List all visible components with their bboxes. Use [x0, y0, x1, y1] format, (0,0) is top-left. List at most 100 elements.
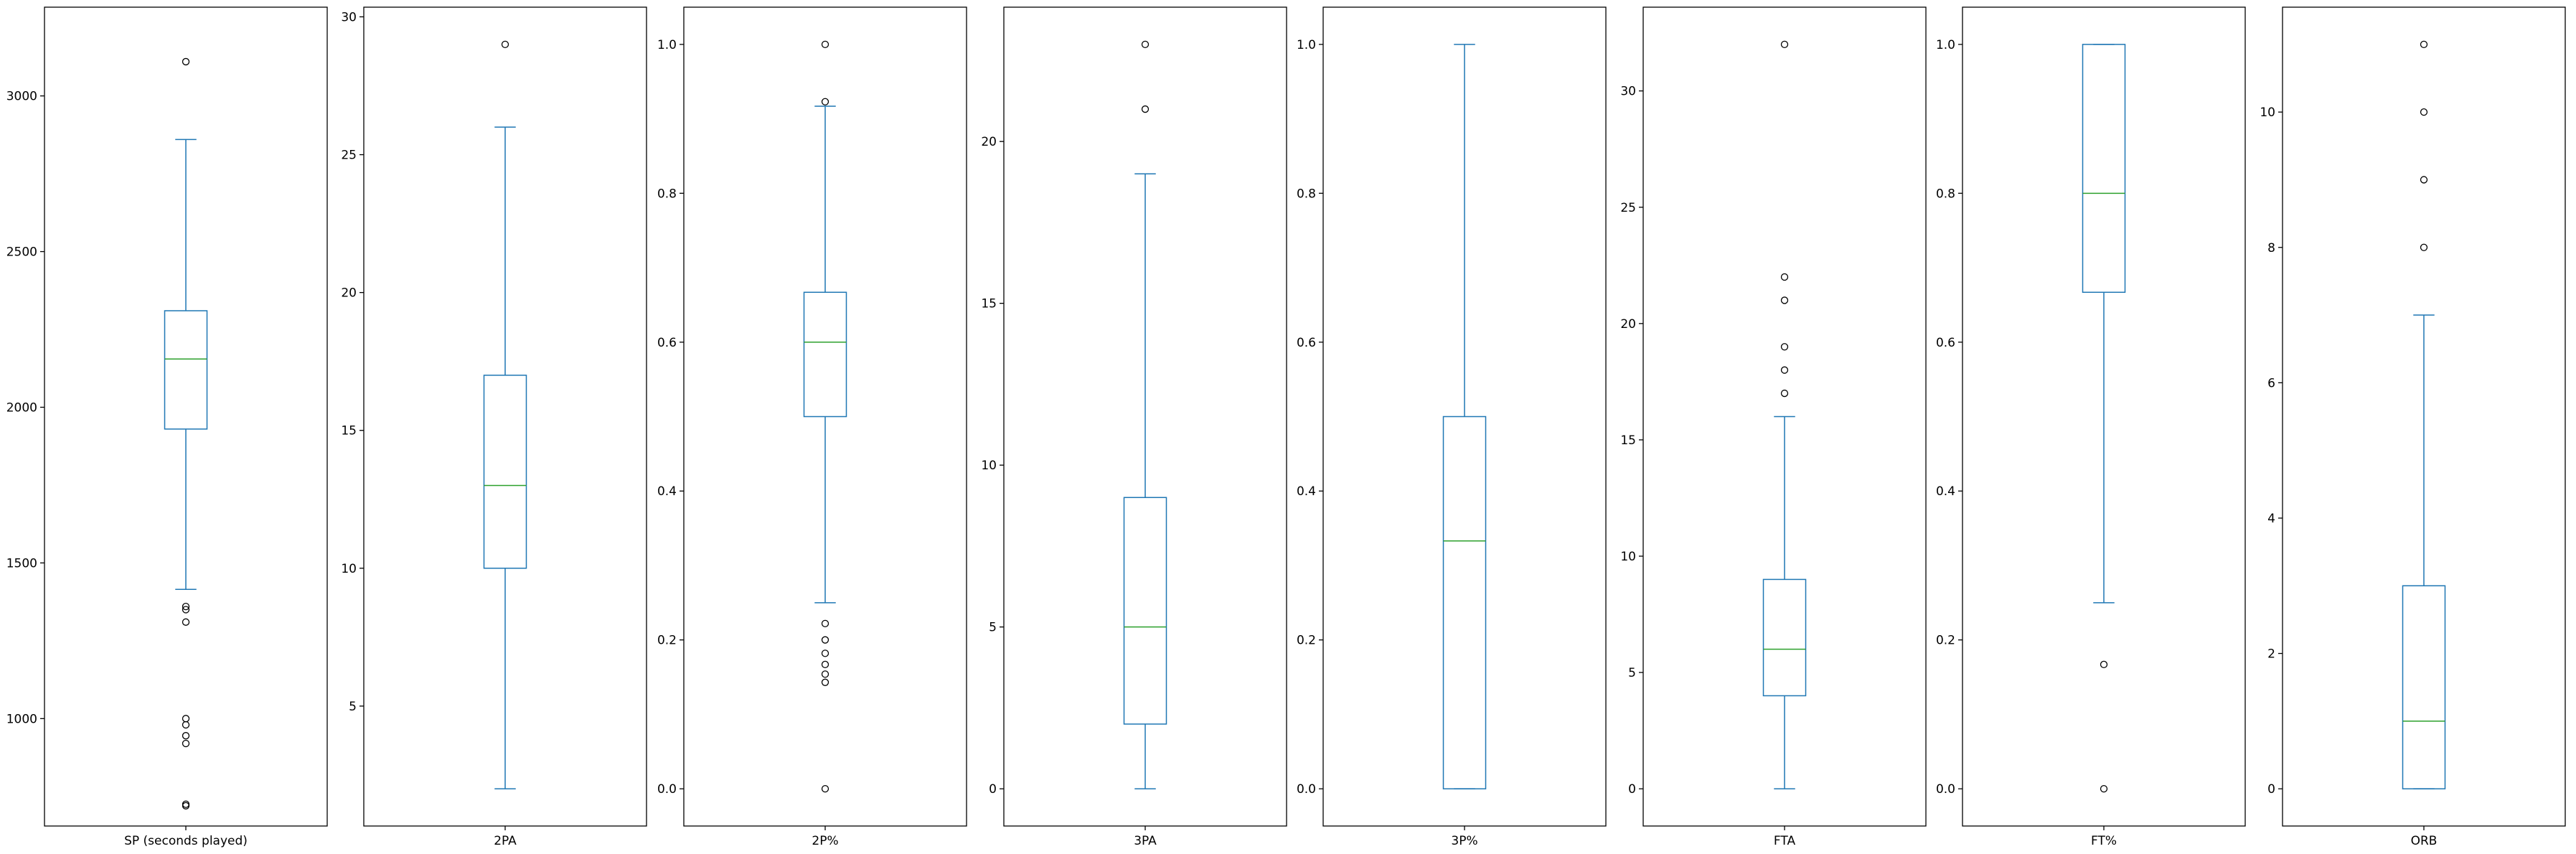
outlier-point	[182, 602, 190, 611]
outlier-point	[501, 40, 509, 49]
iqr-box	[1762, 578, 1807, 697]
iqr-box	[483, 375, 527, 569]
boxplot-panel: 0.0 0.2 0.4 0.6 0.8 1.0 3P%	[1297, 6, 1607, 848]
y-tick-label: 0.2	[1936, 634, 1955, 648]
y-tick-label: 10	[1620, 550, 1636, 564]
outlier-point	[2420, 176, 2428, 184]
outlier-point	[1141, 40, 1150, 49]
outlier-point	[821, 784, 829, 793]
x-category-label: 3PA	[1134, 834, 1157, 848]
boxplot-panel: 0 2 4 6 8 10 ORB	[2260, 6, 2566, 848]
axes-frame	[44, 6, 328, 827]
iqr-box	[164, 310, 208, 430]
outlier-point	[2100, 660, 2108, 669]
outlier-point	[182, 618, 190, 626]
y-tick-label: 8	[2267, 241, 2275, 255]
y-tick-label: 15	[981, 297, 997, 311]
outlier-point	[821, 678, 829, 686]
y-tick-label: 0.8	[657, 187, 677, 201]
boxplot-panel: 0 5 10 15 20 3PA	[981, 6, 1287, 848]
y-tick-label: 5	[1628, 666, 1636, 680]
outlier-point	[182, 715, 190, 723]
y-tick-label: 0	[1628, 782, 1636, 797]
outlier-point	[182, 732, 190, 740]
y-tick-label: 1.0	[657, 38, 677, 52]
y-tick-label: 10	[341, 562, 357, 576]
x-category-label: FTA	[1774, 834, 1796, 848]
outlier-point	[2420, 243, 2428, 251]
x-category-label: FT%	[2091, 834, 2117, 848]
boxplot-panel: 0.0 0.2 0.4 0.6 0.8 1.0 FT%	[1936, 6, 2246, 848]
iqr-box	[2402, 585, 2446, 789]
outlier-point	[821, 98, 829, 105]
outlier-point	[1141, 105, 1150, 113]
outlier-point	[182, 802, 190, 810]
y-tick-label: 0.0	[1936, 782, 1955, 797]
x-category-label: 2PA	[494, 834, 517, 848]
outlier-point	[182, 739, 190, 748]
y-tick-label: 25	[341, 149, 357, 163]
y-tick-label: 0.4	[1297, 484, 1316, 499]
outlier-point	[182, 606, 190, 614]
iqr-box	[1123, 497, 1167, 725]
boxplot-panel: 0 5 10 15 20 25 30 FTA	[1620, 6, 1927, 848]
y-tick-label: 0	[989, 782, 997, 797]
outlier-point	[821, 619, 829, 628]
y-tick-label: 0.8	[1297, 187, 1316, 201]
outlier-point	[821, 40, 829, 49]
y-tick-label: 2000	[6, 400, 37, 415]
iqr-box	[1442, 416, 1487, 789]
y-tick-label: 20	[981, 135, 997, 149]
y-tick-label: 30	[1620, 85, 1636, 99]
y-tick-label: 10	[981, 459, 997, 473]
iqr-box	[2082, 44, 2126, 294]
y-tick-label: 0.4	[657, 484, 677, 499]
y-tick-label: 0.6	[1297, 336, 1316, 350]
outlier-point	[1780, 366, 1789, 374]
y-tick-label: 0.0	[657, 782, 677, 797]
outlier-point	[182, 57, 190, 66]
y-tick-label: 2500	[6, 245, 37, 260]
iqr-box	[803, 291, 847, 418]
outlier-point	[2100, 784, 2108, 793]
y-tick-label: 1.0	[1936, 38, 1955, 52]
outlier-point	[821, 649, 829, 657]
outlier-point	[821, 636, 829, 644]
y-tick-label: 3000	[6, 90, 37, 104]
y-tick-label: 0.2	[1297, 634, 1316, 648]
y-tick-label: 10	[2260, 105, 2275, 120]
y-tick-label: 0.4	[1936, 484, 1955, 499]
y-tick-label: 2	[2267, 647, 2275, 662]
x-category-label: 3P%	[1451, 834, 1477, 848]
boxplot-panel: 0.0 0.2 0.4 0.6 0.8 1.0 2P%	[657, 6, 967, 848]
outlier-point	[1780, 389, 1789, 398]
y-tick-label: 15	[341, 424, 357, 438]
y-tick-label: 1500	[6, 556, 37, 571]
outlier-point	[1780, 273, 1789, 281]
y-tick-label: 1.0	[1297, 38, 1316, 52]
y-tick-label: 0.8	[1936, 187, 1955, 201]
y-tick-label: 1000	[6, 712, 37, 726]
y-tick-label: 6	[2267, 376, 2275, 390]
outlier-point	[1780, 40, 1789, 49]
boxplot-panel: 5 10 15 20 25 30 2PA	[341, 6, 647, 848]
y-tick-label: 0.2	[657, 634, 677, 648]
y-tick-label: 0.6	[657, 336, 677, 350]
y-tick-label: 5	[989, 621, 997, 635]
y-tick-label: 20	[1620, 317, 1636, 332]
y-tick-label: 20	[341, 286, 357, 301]
y-tick-label: 25	[1620, 201, 1636, 215]
y-tick-label: 0.0	[1297, 782, 1316, 797]
outlier-point	[182, 800, 190, 808]
outlier-point	[821, 670, 829, 678]
x-category-label: ORB	[2411, 834, 2438, 848]
y-tick-label: 30	[341, 10, 357, 24]
boxplot-panel: 1000 1500 2000 2500 3000 SP (seconds played)	[6, 6, 328, 848]
y-tick-label: 5	[349, 700, 357, 714]
y-tick-label: 15	[1620, 433, 1636, 448]
x-category-label: SP (seconds played)	[124, 834, 248, 848]
y-tick-label: 4	[2267, 512, 2275, 526]
outlier-point	[182, 721, 190, 729]
outlier-point	[2420, 40, 2428, 49]
